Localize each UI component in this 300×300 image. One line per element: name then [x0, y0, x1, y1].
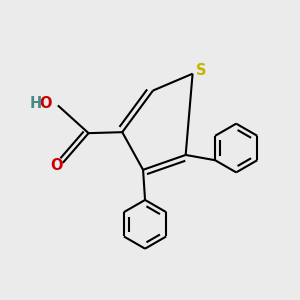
- Text: H: H: [29, 96, 42, 111]
- Text: O: O: [51, 158, 63, 173]
- Text: S: S: [196, 63, 207, 78]
- Text: O: O: [39, 96, 52, 111]
